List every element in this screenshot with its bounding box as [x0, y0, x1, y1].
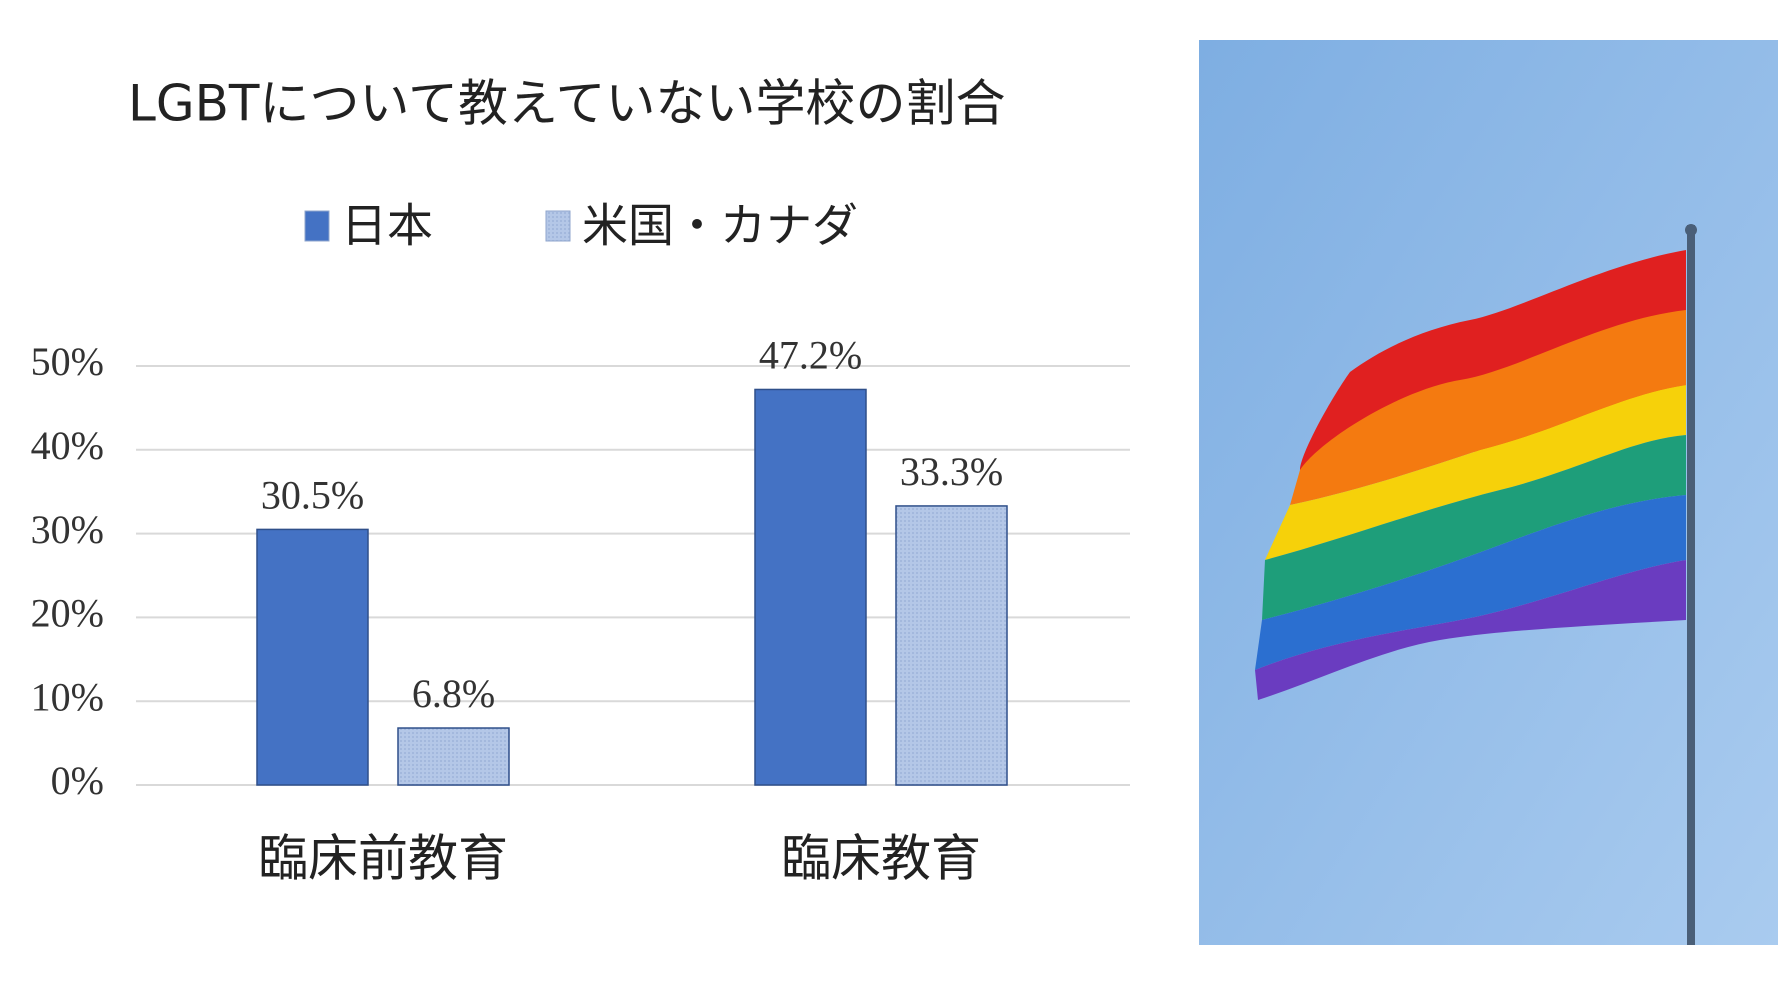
value-label: 30.5%: [261, 473, 364, 518]
y-tick-label: 20%: [31, 591, 104, 636]
photo: [1199, 40, 1778, 945]
x-tick-label: 臨床教育: [781, 830, 981, 888]
legend-swatch: [304, 210, 330, 242]
bar: [754, 388, 867, 786]
y-tick-label: 40%: [31, 423, 104, 468]
y-tick-label: 50%: [31, 339, 104, 384]
legend-label: 米国・カナダ: [582, 199, 858, 253]
value-label: 47.2%: [759, 333, 862, 378]
y-tick-label: 30%: [31, 507, 104, 552]
y-tick-label: 10%: [31, 674, 104, 719]
bar: [895, 505, 1008, 786]
value-label: 6.8%: [412, 671, 495, 716]
value-label: 33.3%: [900, 449, 1003, 494]
bar: [397, 727, 510, 786]
legend-swatch: [545, 210, 571, 242]
bar: [256, 528, 369, 786]
x-tick-label: 臨床前教育: [258, 830, 508, 888]
chart-title: LGBTについて教えていない学校の割合: [128, 75, 1005, 133]
y-tick-label: 0%: [51, 758, 104, 803]
legend-label: 日本: [341, 199, 433, 253]
